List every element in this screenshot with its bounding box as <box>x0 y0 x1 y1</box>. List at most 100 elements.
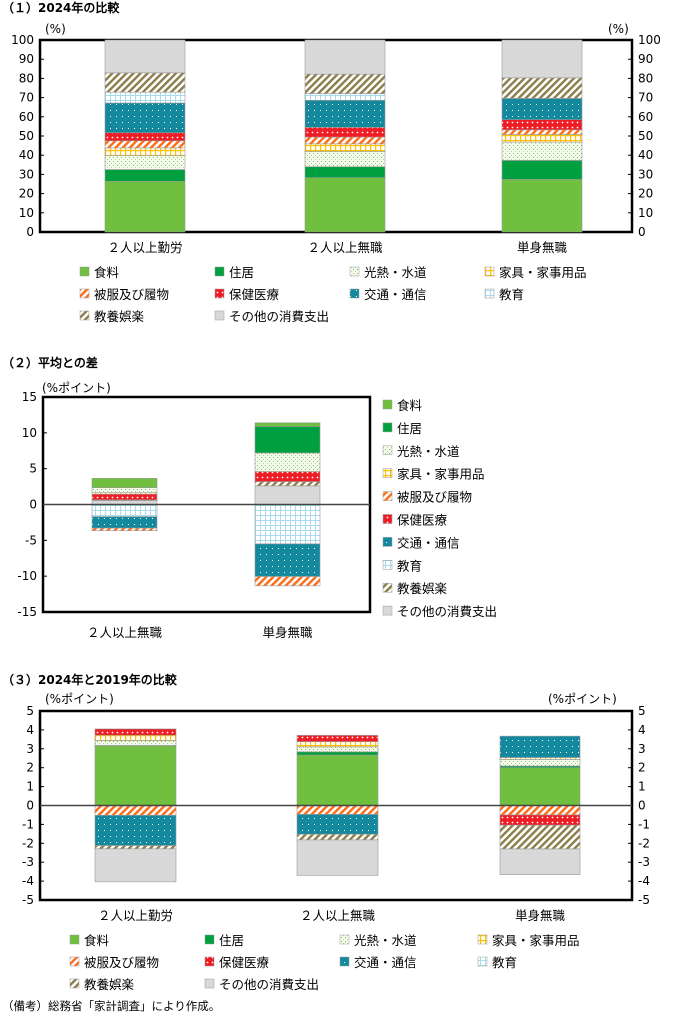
bar-segment-2-series-1 <box>296 754 379 806</box>
legend-label: 食料 <box>397 398 423 413</box>
category-label: ２人以上無職 <box>307 240 383 255</box>
bar-segment-1-series-8 <box>104 91 186 104</box>
legend-item: 被服及び履物 <box>79 287 169 302</box>
y-tick-label-right: -1 <box>638 817 650 831</box>
y-tick-label-left: 0 <box>26 225 34 239</box>
y-tick-label-left: -4 <box>22 874 34 888</box>
bar-segment-2-series-8 <box>254 504 321 545</box>
y-tick-label-left: 30 <box>19 167 34 181</box>
legend-label: 交通・通信 <box>397 535 460 550</box>
legend-item: 食料 <box>382 398 423 413</box>
legend-item: その他の消費支出 <box>204 977 319 992</box>
legend-swatch <box>382 399 393 410</box>
legend-item: 交通・通信 <box>339 955 417 970</box>
category-label: 単身無職 <box>262 625 313 640</box>
bar-segment-2-series-10 <box>304 39 386 75</box>
legend-item: 保健医療 <box>204 955 270 970</box>
y-tick-label-left: 3 <box>26 742 34 756</box>
legend-label: 家具・家事用品 <box>492 933 580 948</box>
legend-label: 教育 <box>492 955 517 970</box>
y-tick-label-right: 0 <box>638 225 646 239</box>
legend-label: 保健医療 <box>219 955 270 970</box>
legend-item: その他の消費支出 <box>382 604 497 619</box>
bar-segment-1-series-10 <box>104 39 186 74</box>
bar-segment-1-series-7 <box>104 102 186 134</box>
y-axis-unit-left: (%ポイント) <box>45 692 114 706</box>
y-tick-label-left: 5 <box>29 462 37 476</box>
legend-item: 教育 <box>382 558 422 573</box>
legend-swatch <box>382 491 393 501</box>
legend-item: 被服及び履物 <box>69 955 159 970</box>
legend-item: 家具・家事用品 <box>477 933 580 948</box>
bar-segment-2-series-1 <box>254 422 321 427</box>
bar-segment-3-series-9 <box>501 77 583 99</box>
bar-segment-1-series-2 <box>104 169 186 182</box>
y-tick-label-right: -5 <box>638 893 650 907</box>
bar-segment-2-series-5 <box>296 805 379 815</box>
legend-label: 光熱・水道 <box>354 933 417 948</box>
legend-label: 住居 <box>219 933 244 948</box>
legend-swatch <box>204 956 215 967</box>
bar-segment-1-series-1 <box>94 745 177 806</box>
y-tick-label-left: -15 <box>17 605 37 619</box>
category-label: 単身無職 <box>517 240 568 255</box>
legend-item: 住居 <box>204 933 244 948</box>
legend-item: 交通・通信 <box>382 535 460 550</box>
legend-label: 被服及び履物 <box>94 287 169 302</box>
legend-label: 教養娯楽 <box>397 581 448 596</box>
legend-swatch <box>69 956 80 967</box>
legend-swatch <box>339 934 350 945</box>
bar-segment-2-series-3 <box>304 151 386 168</box>
legend-swatch <box>349 288 360 299</box>
bar-segment-3-series-2 <box>501 160 583 180</box>
bar-segment-2-series-7 <box>254 543 321 577</box>
bar-segment-1-series-4 <box>104 147 186 156</box>
legend-item: 住居 <box>382 421 422 436</box>
bar-segment-2-series-6 <box>304 127 386 138</box>
bar-segment-2-series-5 <box>304 136 386 145</box>
bar-segment-2-series-1 <box>304 177 386 233</box>
legend-swatch <box>382 582 393 593</box>
y-tick-label-right: 90 <box>638 52 653 66</box>
y-tick-label-right: 2 <box>638 761 646 775</box>
chart-2: （２）平均との差 -15 -10 -5 0 5 10 15 (%ポイント) ２人以上無職 単身無職 食… <box>2 355 497 640</box>
category-label: 単身無職 <box>515 908 566 923</box>
legend-item: その他の消費支出 <box>214 309 329 324</box>
legend-swatch <box>204 978 215 989</box>
legend-label: 家具・家事用品 <box>397 467 485 482</box>
legend-swatch <box>382 422 393 433</box>
y-tick-label-left: 50 <box>19 129 34 143</box>
legend-item: 交通・通信 <box>349 287 427 302</box>
y-tick-label-left: -10 <box>17 569 37 583</box>
bar-segment-1-series-3 <box>94 740 177 746</box>
y-axis-unit-left: (%ポイント) <box>42 381 111 395</box>
legend-item: 光熱・水道 <box>339 933 417 948</box>
y-tick-label-right: 80 <box>638 71 653 85</box>
legend-swatch <box>79 310 90 321</box>
legend-swatch <box>349 266 360 277</box>
legend-label: 住居 <box>229 265 254 280</box>
category-label: ２人以上無職 <box>87 625 163 640</box>
y-tick-label-right: 5 <box>638 704 646 718</box>
y-tick-label-left: 0 <box>29 498 37 512</box>
legend-label: 光熱・水道 <box>397 444 460 459</box>
bar-segment-1-series-3 <box>91 487 158 493</box>
legend-label: 住居 <box>397 421 422 436</box>
legend-swatch <box>484 288 495 299</box>
bar-segment-2-series-4 <box>296 741 379 748</box>
bar-segment-3-series-4 <box>501 134 583 143</box>
legend-swatch <box>69 978 80 989</box>
y-tick-label-right: 20 <box>638 187 653 201</box>
legend-swatch <box>382 560 393 570</box>
bar-segment-3-series-7 <box>499 735 581 758</box>
legend-label: 保健医療 <box>229 287 280 302</box>
bar-segment-2-series-7 <box>304 99 386 128</box>
legend-item: 教養娯楽 <box>69 977 135 992</box>
bar-segment-1-series-6 <box>91 493 158 501</box>
legend-item: 食料 <box>79 265 120 280</box>
bar-segment-2-series-10 <box>296 839 379 876</box>
legend-item: 光熱・水道 <box>349 265 427 280</box>
bar-segment-2-series-3 <box>254 452 321 472</box>
legend-swatch <box>79 266 90 277</box>
legend-swatch <box>477 934 488 945</box>
